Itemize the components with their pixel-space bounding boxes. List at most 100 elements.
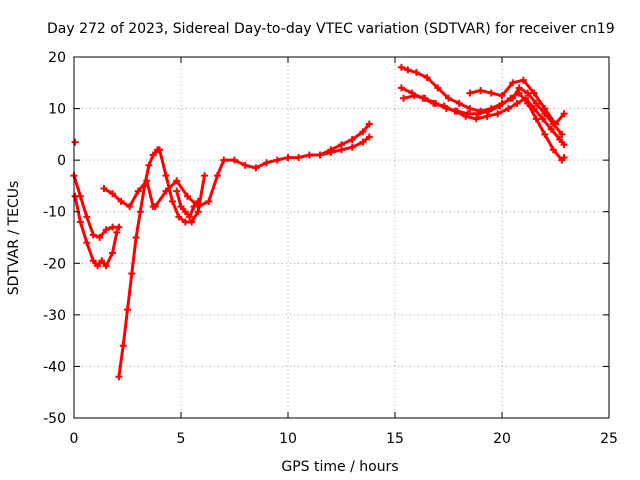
data-point — [434, 84, 442, 92]
y-tick-label: 0 — [57, 153, 66, 169]
data-point — [100, 185, 108, 193]
series-line — [117, 148, 159, 379]
grid — [74, 57, 609, 418]
data-point — [532, 115, 540, 123]
data-point — [498, 92, 506, 100]
data-layer — [70, 63, 568, 381]
data-point — [109, 190, 117, 198]
data-point — [201, 172, 209, 180]
data-point — [220, 156, 228, 164]
series-track-7 — [156, 146, 209, 226]
data-point — [472, 115, 480, 123]
data-point — [365, 133, 373, 141]
y-tick-label: -50 — [43, 411, 66, 427]
data-point — [515, 89, 523, 97]
data-point — [466, 89, 474, 97]
data-point — [156, 146, 164, 154]
data-point — [173, 177, 181, 185]
data-point — [404, 66, 412, 74]
x-tick-label: 20 — [493, 431, 511, 447]
x-axis-label: GPS time / hours — [281, 459, 398, 475]
x-tick-label: 10 — [279, 431, 297, 447]
data-point — [190, 203, 198, 211]
data-point — [397, 84, 405, 92]
data-point — [359, 128, 367, 136]
data-point — [98, 257, 106, 265]
data-point — [183, 192, 191, 200]
data-point — [560, 141, 568, 149]
data-point — [162, 172, 170, 180]
data-point — [496, 102, 504, 110]
data-point — [487, 89, 495, 97]
data-point — [432, 99, 440, 107]
data-point — [359, 138, 367, 146]
data-point — [117, 197, 125, 205]
plot-frame — [73, 56, 610, 419]
data-point — [549, 146, 557, 154]
y-axis-label: SDTVAR / TECUs — [6, 181, 22, 296]
data-point — [397, 63, 405, 71]
data-point — [273, 156, 281, 164]
data-point — [365, 120, 373, 128]
data-point — [483, 112, 491, 120]
data-point — [541, 130, 549, 138]
data-point — [474, 110, 482, 118]
data-point — [76, 192, 84, 200]
data-point — [539, 115, 547, 123]
chart-title: Day 272 of 2023, Sidereal Day-to-day VTE… — [47, 21, 615, 37]
data-point — [524, 89, 532, 97]
data-point — [295, 154, 303, 162]
series-track-8 — [316, 120, 373, 159]
data-point — [124, 306, 131, 314]
data-point — [421, 94, 429, 102]
data-point — [132, 234, 140, 241]
data-point — [316, 151, 324, 159]
data-point — [485, 107, 493, 115]
data-point — [532, 99, 540, 107]
data-point — [115, 223, 123, 231]
data-point — [194, 208, 202, 216]
data-point — [89, 231, 97, 239]
data-point — [231, 156, 238, 164]
data-point — [348, 143, 356, 151]
data-point — [560, 110, 568, 118]
series-track-4 — [100, 177, 157, 211]
data-point — [149, 151, 157, 159]
data-point — [94, 262, 102, 270]
data-point — [348, 136, 356, 144]
data-point — [89, 257, 97, 265]
data-point — [186, 213, 194, 221]
series-line — [158, 148, 206, 224]
data-point — [466, 105, 474, 113]
axis-ticks: 0 5 10 15 20 25 -50 -40 -30 -20 -10 0 10 20 — [43, 50, 618, 447]
y-tick-label: 20 — [48, 50, 66, 66]
data-point — [519, 76, 527, 84]
data-point — [410, 92, 418, 100]
data-point — [455, 99, 463, 107]
data-point — [464, 110, 472, 118]
data-point — [76, 218, 84, 226]
data-point — [109, 249, 117, 257]
data-point — [213, 172, 221, 180]
data-point — [173, 187, 181, 195]
data-point — [513, 99, 521, 107]
series-track-12 — [466, 76, 568, 128]
data-point — [134, 187, 142, 195]
data-point — [83, 239, 91, 247]
y-tick-label: -40 — [43, 359, 66, 375]
data-point — [119, 342, 127, 350]
data-point — [115, 373, 123, 381]
series-track-11 — [400, 89, 568, 164]
data-point — [252, 164, 260, 172]
data-point — [145, 161, 153, 169]
data-point — [113, 228, 121, 236]
data-point — [560, 154, 568, 162]
data-point — [241, 161, 249, 169]
data-point — [188, 218, 196, 226]
data-point — [412, 68, 420, 76]
data-point — [556, 136, 564, 144]
series-track-1 — [71, 192, 121, 270]
data-point — [524, 99, 532, 107]
data-point — [507, 94, 515, 102]
